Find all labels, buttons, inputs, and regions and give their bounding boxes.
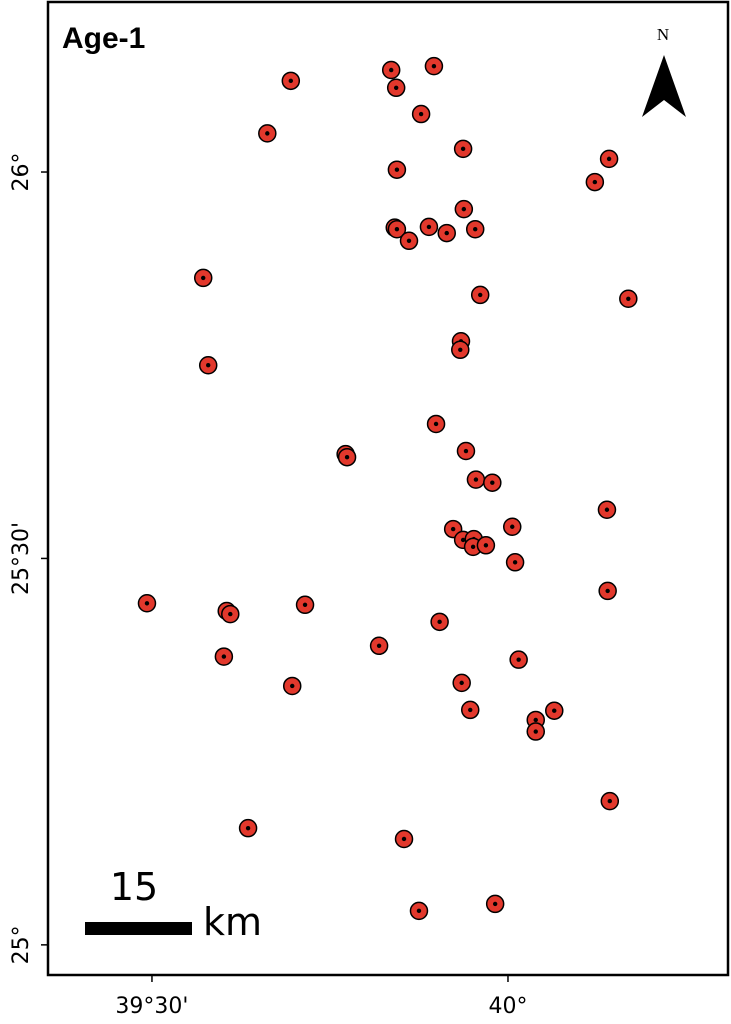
site-center bbox=[516, 657, 521, 662]
site-center bbox=[245, 825, 251, 831]
site-center bbox=[389, 67, 394, 73]
scale-bar-label: 15 bbox=[110, 865, 158, 909]
y-tick-label: 25° bbox=[9, 925, 34, 964]
site-center bbox=[459, 680, 464, 686]
site-center bbox=[426, 224, 432, 230]
site-center bbox=[376, 643, 382, 648]
site-center bbox=[490, 480, 495, 485]
y-tick-label: 25°30' bbox=[9, 522, 34, 595]
site-center bbox=[406, 238, 412, 244]
north-arrow bbox=[642, 55, 686, 117]
site-center bbox=[433, 421, 439, 427]
site-center bbox=[552, 708, 557, 713]
site-center bbox=[626, 296, 631, 301]
site-center bbox=[460, 146, 466, 152]
site-center bbox=[458, 347, 463, 352]
site-center bbox=[607, 798, 613, 804]
site-center bbox=[510, 524, 515, 529]
site-center bbox=[483, 543, 489, 548]
site-center bbox=[228, 611, 233, 617]
site-center bbox=[473, 227, 478, 232]
y-tick-label: 26° bbox=[9, 153, 34, 192]
site-center bbox=[144, 601, 150, 606]
site-center bbox=[401, 836, 407, 842]
site-center bbox=[302, 602, 308, 608]
map-frame bbox=[46, 0, 730, 977]
site-center bbox=[344, 455, 350, 460]
site-center bbox=[444, 230, 449, 236]
site-center bbox=[450, 526, 456, 532]
site-center bbox=[431, 63, 437, 69]
site-center bbox=[418, 111, 424, 117]
site-center bbox=[463, 448, 469, 454]
site-center bbox=[416, 908, 422, 914]
x-tick-label: 39°30' bbox=[115, 994, 188, 1019]
site-center bbox=[468, 707, 473, 713]
site-center bbox=[478, 292, 483, 298]
site-center bbox=[604, 507, 610, 512]
site-center bbox=[393, 85, 399, 90]
site-center bbox=[470, 544, 476, 550]
map-title: Age-1 bbox=[62, 22, 145, 55]
site-center bbox=[492, 901, 498, 907]
site-center bbox=[606, 156, 612, 162]
site-center bbox=[206, 363, 211, 368]
site-center bbox=[533, 729, 538, 734]
site-center bbox=[512, 560, 518, 565]
site-center bbox=[265, 131, 270, 136]
site-center bbox=[592, 179, 598, 185]
x-tick-label: 40° bbox=[488, 994, 527, 1019]
site-center bbox=[461, 206, 467, 212]
site-center bbox=[605, 588, 610, 594]
site-center bbox=[394, 167, 400, 172]
site-center bbox=[394, 227, 400, 232]
site-center bbox=[221, 654, 227, 659]
site-center bbox=[437, 619, 442, 625]
site-center bbox=[201, 275, 206, 281]
north-label: N bbox=[657, 25, 669, 44]
scale-bar bbox=[85, 922, 192, 935]
site-center bbox=[288, 78, 294, 84]
scale-bar-unit: km bbox=[203, 900, 262, 944]
site-center bbox=[533, 717, 538, 723]
site-center bbox=[290, 683, 295, 689]
site-center bbox=[473, 477, 479, 482]
site-center bbox=[460, 537, 466, 543]
